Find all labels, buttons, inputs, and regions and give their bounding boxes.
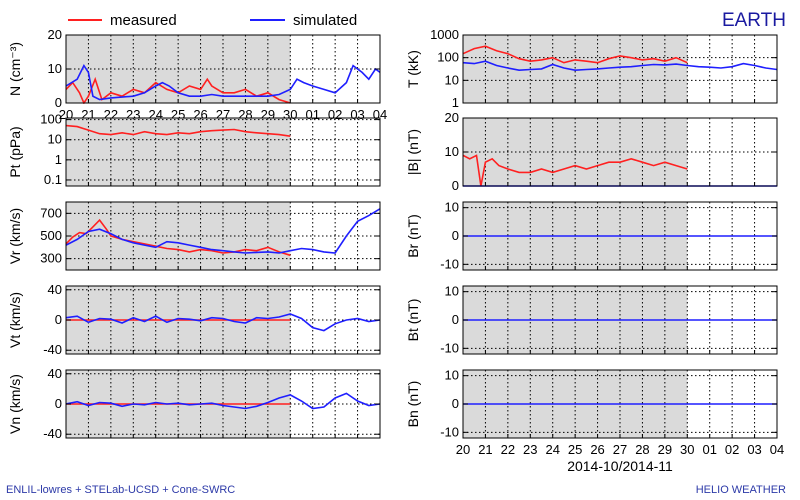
- y-axis-label: |B| (nT): [405, 129, 421, 175]
- y-tick-label: 10: [445, 72, 459, 87]
- x-tick-label: 22: [501, 442, 515, 457]
- y-tick-label: 20: [445, 110, 459, 125]
- x-tick-label: 27: [613, 442, 627, 457]
- y-tick-label: 10: [445, 368, 459, 383]
- x-tick-label: 20: [456, 442, 470, 457]
- x-tick-label: 01: [305, 107, 319, 122]
- x-tick-label: 01: [702, 442, 716, 457]
- y-axis-label: Bt (nT): [405, 299, 421, 342]
- legend-measured-label: measured: [110, 12, 177, 29]
- y-tick-label: -10: [440, 340, 459, 355]
- y-tick-label: 300: [40, 251, 62, 266]
- x-tick-label: 03: [747, 442, 761, 457]
- y-tick-label: -40: [43, 426, 62, 441]
- x-tick-label: 29: [658, 442, 672, 457]
- y-axis-label: Vn (km/s): [7, 374, 23, 434]
- series-simulated: [66, 63, 380, 101]
- y-tick-label: 100: [437, 50, 459, 65]
- chart-legend: measured simulated: [68, 12, 357, 29]
- y-tick-label: 10: [48, 132, 62, 147]
- panel-10: -10 0 10 Bn (nT) 20 21 22 23 24 25 26 27 28 29 30 01 02 0…: [405, 368, 784, 474]
- y-tick-label: 1000: [430, 27, 459, 42]
- panel-7: 0 10 20 |B| (nT): [405, 110, 778, 193]
- y-axis-label: Pt (pPa): [7, 126, 23, 177]
- location-title: EARTH: [722, 10, 786, 31]
- brand-label: HELIO WEATHER: [695, 484, 786, 496]
- y-axis-label: Vr (km/s): [7, 208, 23, 264]
- panel-5: -40 0 40 Vn (km/s): [7, 366, 381, 441]
- panel-2: 0.1 1 10 100 Pt (pPa): [7, 112, 381, 187]
- x-tick-label: 26: [590, 442, 604, 457]
- y-tick-label: 0.1: [44, 172, 62, 187]
- y-tick-label: -10: [440, 424, 459, 439]
- panel-4: -40 0 40 Vt (km/s): [7, 282, 381, 357]
- y-axis-label: T (kK): [405, 50, 421, 88]
- x-tick-label: 23: [523, 442, 537, 457]
- x-axis-label: 2014-10/2014-11: [567, 458, 673, 474]
- x-tick-label: 30: [680, 442, 694, 457]
- y-tick-label: 40: [48, 282, 62, 297]
- panel-9: -10 0 10 Bt (nT): [405, 284, 778, 355]
- y-tick-label: 20: [48, 27, 62, 42]
- series-simulated: [463, 60, 777, 72]
- panel-3: 300 500 700 Vr (km/s): [7, 201, 381, 271]
- y-tick-label: 10: [48, 61, 62, 76]
- y-tick-label: 0: [55, 396, 62, 411]
- x-tick-label: 04: [770, 442, 784, 457]
- y-tick-label: 10: [445, 200, 459, 215]
- x-tick-label: 02: [725, 442, 739, 457]
- observed-region-shade: [66, 118, 291, 186]
- y-axis-label: N (cm⁻³): [7, 42, 23, 96]
- y-tick-label: 700: [40, 205, 62, 220]
- series-simulated: [66, 392, 380, 410]
- panel-6: 1 10 100 1000 T (kK): [405, 27, 778, 110]
- y-axis-label: Bn (nT): [405, 381, 421, 428]
- series-measured: [463, 45, 688, 64]
- y-axis-label: Vt (km/s): [7, 292, 23, 348]
- y-axis-label: Br (nT): [405, 214, 421, 258]
- y-tick-label: -40: [43, 342, 62, 357]
- series-simulated: [66, 208, 380, 254]
- y-tick-label: 0: [452, 178, 459, 193]
- series-measured: [463, 154, 688, 187]
- panel-8: -10 0 10 Br (nT): [405, 200, 778, 271]
- x-tick-label: 25: [568, 442, 582, 457]
- series-simulated: [66, 313, 380, 332]
- y-tick-label: 1: [55, 152, 62, 167]
- y-tick-label: 0: [452, 228, 459, 243]
- y-tick-label: 100: [40, 112, 62, 127]
- observed-region-shade: [463, 35, 688, 103]
- x-tick-label: 21: [478, 442, 492, 457]
- series-measured: [66, 218, 291, 257]
- series-measured: [66, 124, 291, 137]
- series-measured: [66, 76, 291, 104]
- y-tick-label: 40: [48, 366, 62, 381]
- y-tick-label: 1: [452, 95, 459, 110]
- y-tick-label: 10: [445, 284, 459, 299]
- y-tick-label: 0: [55, 312, 62, 327]
- y-tick-label: 0: [55, 95, 62, 110]
- y-tick-label: -10: [440, 256, 459, 271]
- y-tick-label: 10: [445, 144, 459, 159]
- legend-simulated-label: simulated: [293, 12, 357, 29]
- y-tick-label: 500: [40, 228, 62, 243]
- y-tick-label: 0: [452, 312, 459, 327]
- y-tick-label: 0: [452, 396, 459, 411]
- x-tick-label: 24: [545, 442, 559, 457]
- model-credits: ENLIL-lowres + STELab-UCSD + Cone-SWRC: [6, 484, 236, 496]
- x-tick-label: 28: [635, 442, 649, 457]
